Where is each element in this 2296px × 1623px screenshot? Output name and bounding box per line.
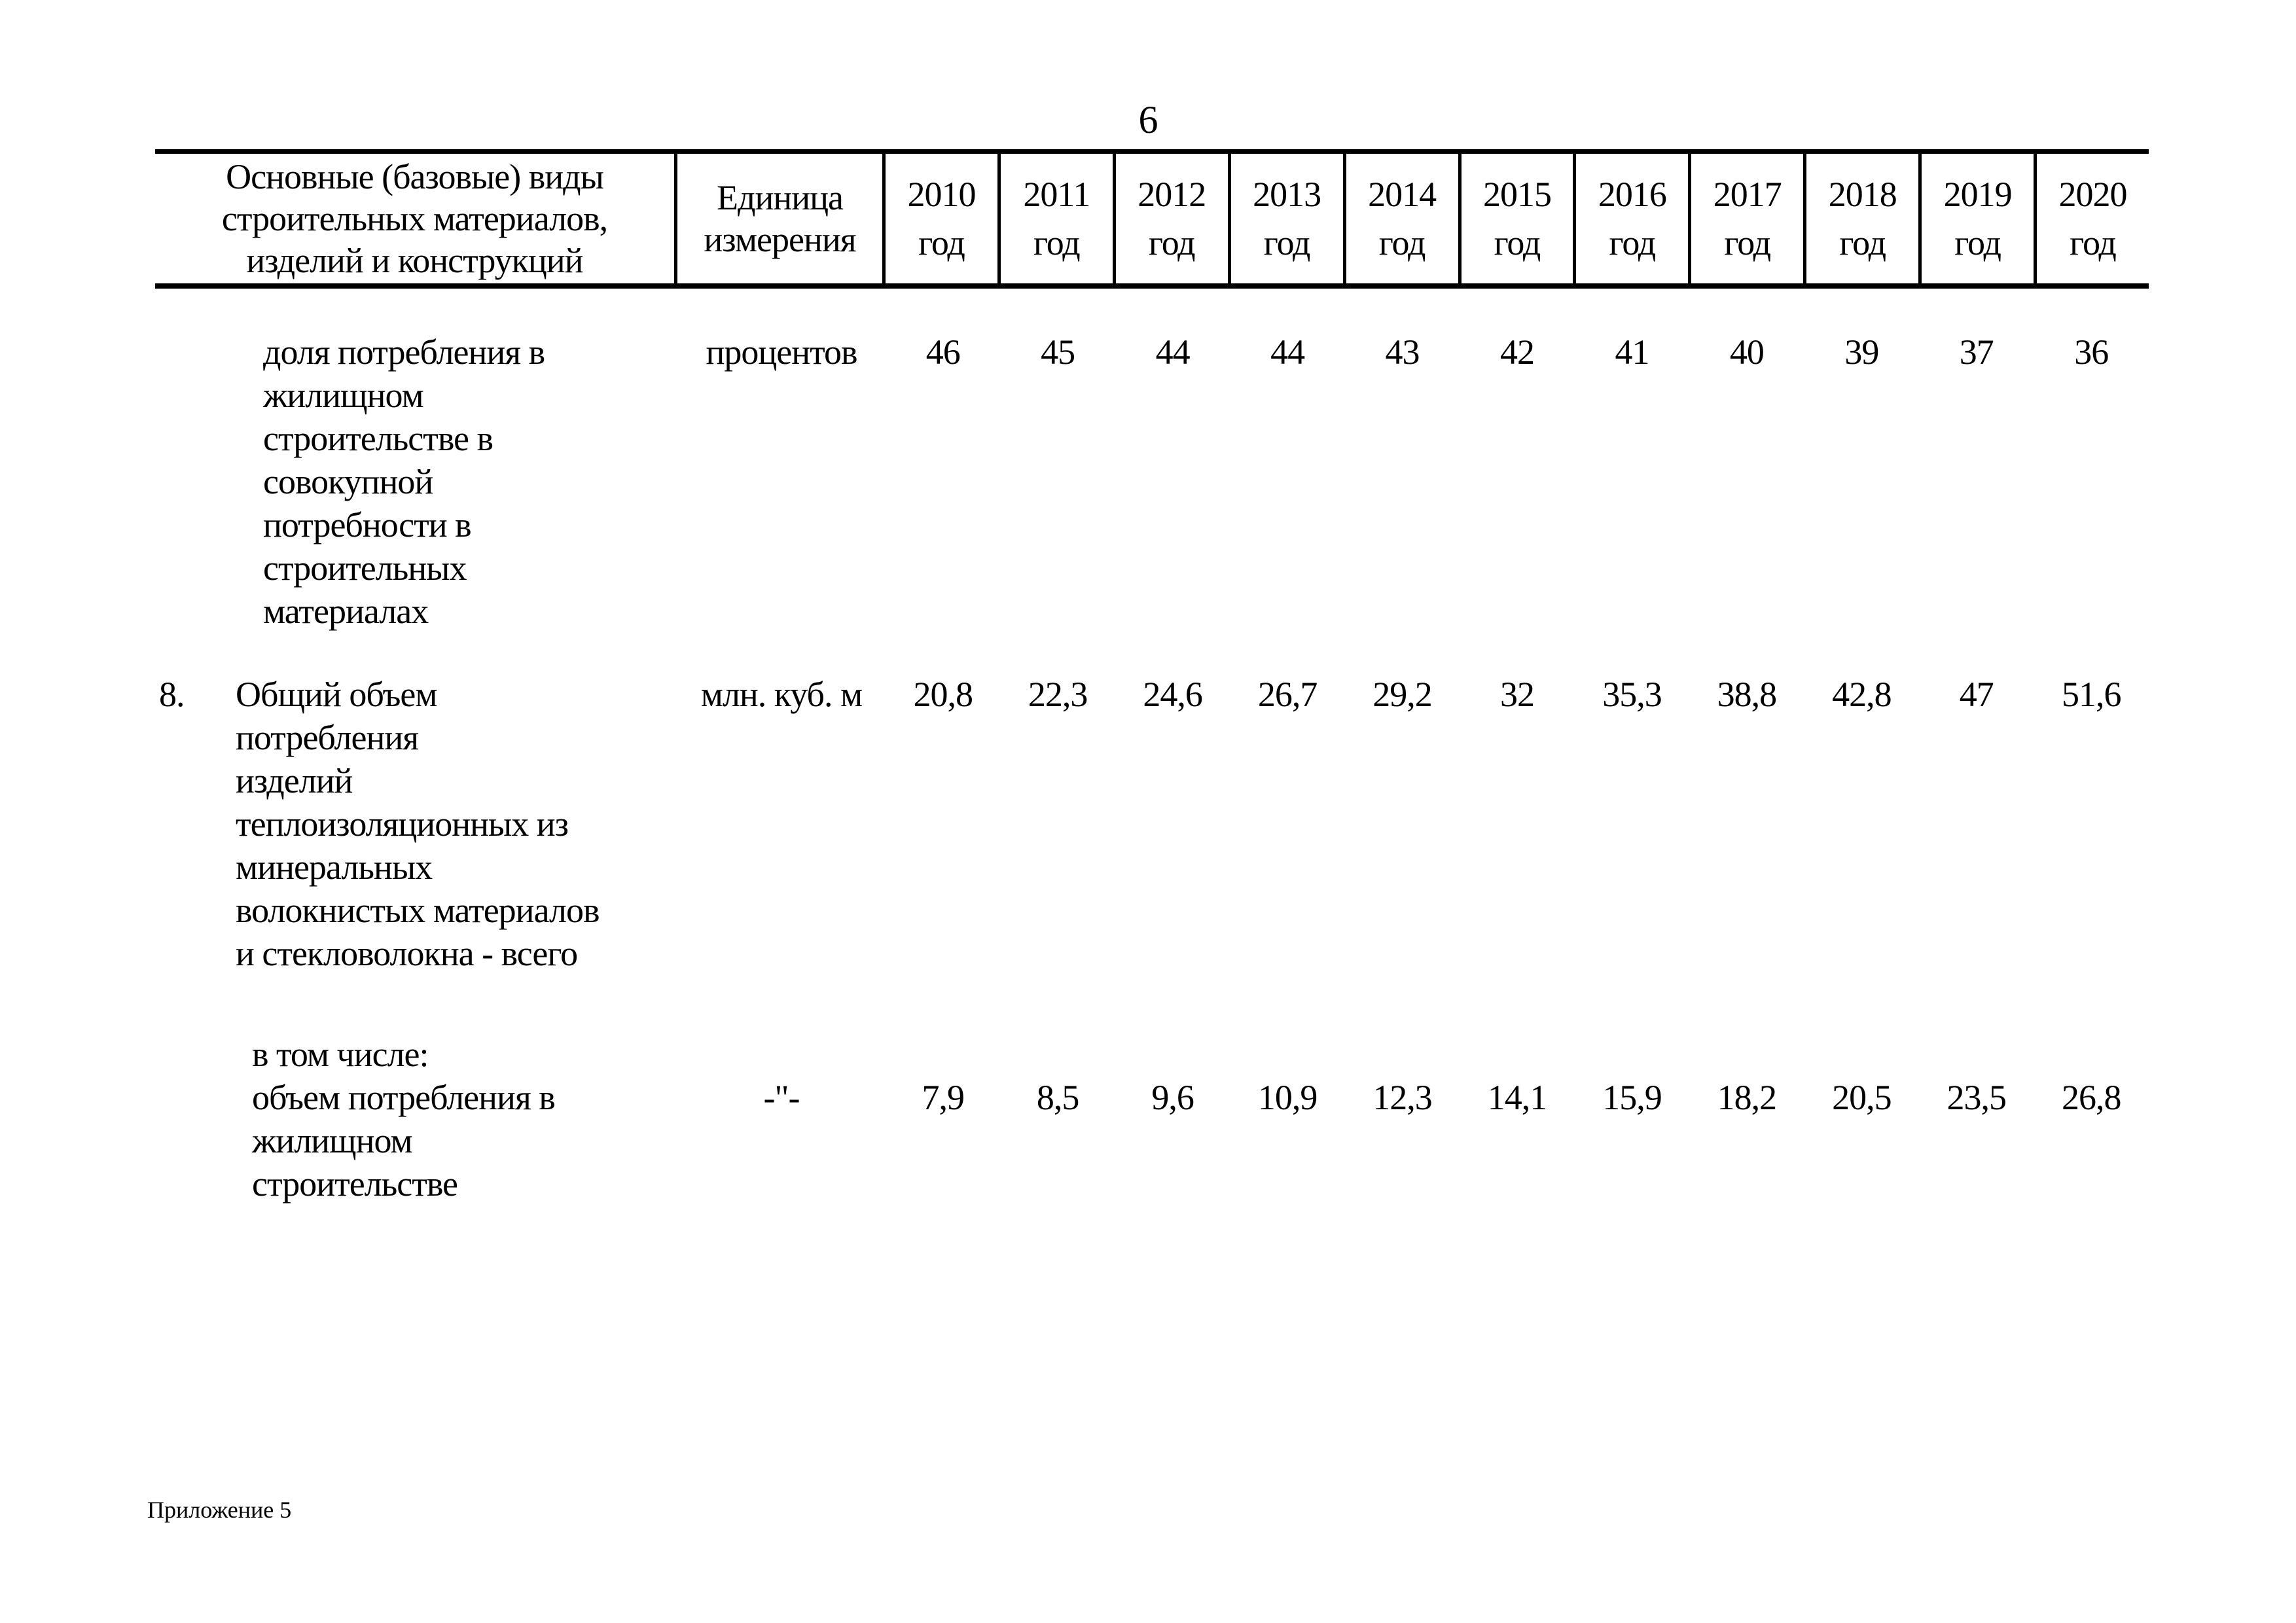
year-label: 2013	[1253, 175, 1321, 214]
row-label: Общий объем потребления изделий теплоизо…	[236, 675, 600, 973]
cell-value: 12,3	[1372, 1078, 1433, 1117]
row-label-cell: в том числе: объем потребления в жилищно…	[155, 1033, 677, 1205]
cell-value: 36	[2074, 332, 2109, 372]
cell-value: 42,8	[1832, 675, 1892, 714]
row-label: доля потребления в жилищном строительств…	[263, 332, 545, 631]
header-unit-column: Единица измерения	[677, 154, 886, 283]
cell-value: 10,9	[1257, 1078, 1318, 1117]
cell-value: 39	[1844, 332, 1879, 372]
header-year-2010: 2010 год	[886, 154, 1001, 283]
year-label: 2011	[1023, 175, 1090, 214]
header-year-2020: 2020 год	[2037, 154, 2149, 283]
row-unit: млн. куб. м	[700, 675, 863, 714]
cell-value: 23,5	[1946, 1078, 2007, 1117]
cell-value: 9,6	[1151, 1078, 1194, 1117]
cell-value: 40	[1729, 332, 1765, 372]
table-row-share-housing: доля потребления в жилищном строительств…	[155, 330, 2149, 633]
materials-consumption-table: Основные (базовые) виды строительных мат…	[155, 149, 2149, 1205]
year-word: год	[2070, 223, 2117, 262]
year-word: год	[1148, 223, 1196, 262]
row-unit: процентов	[706, 332, 857, 372]
cell-value: 35,3	[1602, 675, 1662, 714]
row-group-label: в том числе:	[252, 1035, 429, 1074]
cell-value: 51,6	[2062, 675, 2122, 714]
header-year-2016: 2016 год	[1576, 154, 1692, 283]
year-word: год	[1378, 223, 1426, 262]
cell-value: 14,1	[1487, 1078, 1548, 1117]
year-word: год	[1033, 223, 1081, 262]
cell-value: 32	[1499, 675, 1535, 714]
table-row-housing-consumption: в том числе: объем потребления в жилищно…	[155, 1033, 2149, 1205]
table-header-row: Основные (базовые) виды строительных мат…	[155, 149, 2149, 289]
year-label: 2016	[1598, 175, 1667, 214]
cell-value: 42	[1499, 332, 1535, 372]
cell-value: 38,8	[1717, 675, 1778, 714]
cell-value: 15,9	[1602, 1078, 1662, 1117]
year-word: год	[1263, 223, 1311, 262]
page-number: 6	[1138, 98, 1158, 141]
year-label: 2010	[907, 175, 976, 214]
cell-value: 26,7	[1257, 675, 1318, 714]
header-materials-column: Основные (базовые) виды строительных мат…	[155, 154, 677, 283]
cell-value: 8,5	[1036, 1078, 1080, 1117]
year-label: 2014	[1368, 175, 1437, 214]
year-word: год	[1609, 223, 1657, 262]
cell-value: 29,2	[1372, 675, 1433, 714]
cell-value: 7,9	[922, 1078, 965, 1117]
row-unit: -"-	[763, 1078, 800, 1117]
cell-value: 18,2	[1717, 1078, 1778, 1117]
cell-value: 24,6	[1143, 675, 1203, 714]
cell-value: 47	[1959, 675, 1994, 714]
year-label: 2019	[1943, 175, 2013, 214]
cell-value: 20,8	[913, 675, 973, 714]
header-year-2011: 2011 год	[1001, 154, 1116, 283]
header-year-2012: 2012 год	[1116, 154, 1231, 283]
year-word: год	[1954, 223, 2001, 262]
year-label: 2015	[1482, 175, 1552, 214]
header-year-2018: 2018 год	[1806, 154, 1922, 283]
header-year-2019: 2019 год	[1922, 154, 2037, 283]
cell-value: 37	[1959, 332, 1994, 372]
cell-value: 44	[1270, 332, 1305, 372]
header-year-2015: 2015 год	[1462, 154, 1577, 283]
header-year-2017: 2017 год	[1691, 154, 1807, 283]
header-year-2014: 2014 год	[1346, 154, 1462, 283]
cell-value: 26,8	[2062, 1078, 2122, 1117]
year-word: год	[918, 223, 965, 262]
cell-value: 45	[1041, 332, 1075, 372]
row-number: 8.	[159, 675, 185, 714]
year-label: 2017	[1713, 175, 1782, 214]
year-label: 2020	[2058, 175, 2128, 214]
cell-value: 46	[925, 332, 961, 372]
cell-value: 43	[1385, 332, 1420, 372]
year-label: 2012	[1138, 175, 1206, 214]
year-word: год	[1724, 223, 1771, 262]
row-label-cell: доля потребления в жилищном строительств…	[155, 330, 677, 633]
year-word: год	[1494, 223, 1541, 262]
row-label: объем потребления в жилищном строительст…	[252, 1078, 556, 1204]
year-word: год	[1839, 223, 1886, 262]
cell-value: 44	[1155, 332, 1191, 372]
cell-value: 22,3	[1028, 675, 1088, 714]
cell-value: 20,5	[1832, 1078, 1892, 1117]
cell-value: 41	[1615, 332, 1649, 372]
appendix-label: Приложение 5	[147, 1497, 292, 1523]
year-label: 2018	[1828, 175, 1897, 214]
row-label-cell: 8. Общий объем потребления изделий тепло…	[155, 673, 677, 975]
header-year-2013: 2013 год	[1231, 154, 1346, 283]
table-row-total-insulation: 8. Общий объем потребления изделий тепло…	[155, 673, 2149, 975]
